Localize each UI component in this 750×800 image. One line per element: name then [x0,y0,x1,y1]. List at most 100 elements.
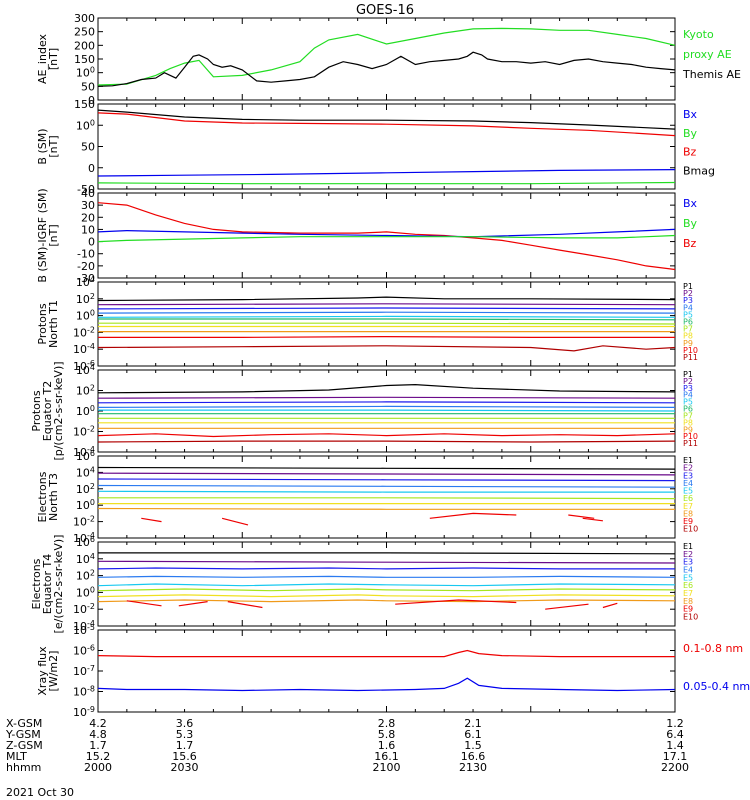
y-tick-label: 10-4 [73,445,95,459]
y-tick-label: 250 [74,26,95,39]
series-line [97,567,675,570]
y-tick-label: 10-6 [73,359,95,373]
series-line [97,401,676,404]
footer-value: 15.6 [172,750,197,763]
legend-entry: E2 [683,550,693,559]
series-line [97,466,676,470]
series-line [98,335,675,338]
footer-value: 2130 [459,761,487,774]
legend-entry: E3 [683,471,693,480]
legend-entry: E10 [683,525,698,534]
series-line [97,383,676,394]
legend-entry: P1 [683,370,693,379]
y-axis-label: B (SM)-IGRF (SM) [36,188,49,282]
y-tick-label: 10-2 [73,325,95,339]
legend-entry: P9 [683,425,693,434]
footer-value: 2.1 [464,717,482,730]
y-axis-label: Equator T4 [41,554,54,614]
y-tick-label: 10-9 [73,705,95,719]
legend-entry: P11 [683,353,698,362]
y-tick-label: 104 [76,275,95,289]
legend-entry: P8 [683,332,693,341]
y-axis-label: North T1 [47,300,60,348]
legend-entry: P10 [683,432,698,441]
y-tick-label: 10-2 [73,515,95,529]
series-line [97,575,676,578]
y-axis-label: [nT] [47,135,60,157]
footer-row-label: Z-GSM [6,739,43,752]
panel-8: 10-9 10-8 10-7 10-6 10-5 Xray flux[W/m2] 0.1-0… [36,623,750,719]
series-line [141,517,162,523]
legend-entry: P2 [683,377,693,386]
legend-entry: E9 [683,605,693,614]
y-tick-label: 10 [81,223,95,236]
footer-value: 1.2 [666,717,684,730]
y-tick-label: 100 [76,66,95,80]
legend-entry: E3 [683,558,693,567]
y-axis-label: [p/(cm2-s-sr-keV)] [52,361,65,460]
legend-entry: Bz [683,146,697,159]
legend-entry: P5 [683,398,693,407]
series-line [97,315,676,318]
footer-value: 16.1 [374,750,399,763]
y-tick-label: 102 [76,384,95,398]
series-line [97,345,676,352]
panel-frame [97,629,676,713]
series-line [97,181,676,185]
series-line [97,478,676,482]
footer-value: 1.7 [89,739,107,752]
series-line [568,514,595,519]
series-line [97,311,676,314]
legend-entry: E1 [683,456,693,465]
footer-row-label: Y-GSM [5,728,41,741]
series-line [602,602,618,609]
legend-entry: P5 [683,310,693,319]
legend-entry: Themis AE [682,68,741,81]
y-tick-label: 100 [76,309,95,323]
y-tick-label: 100 [76,118,95,132]
y-tick-label: 100 [76,585,95,599]
series-line [98,322,676,325]
panel-2: -50 0 50 100 150 B (SM)[nT] Bx By Bz Bmag [36,98,715,196]
series-line [97,433,676,438]
footer-value: 1.4 [666,739,684,752]
footer-value: 15.2 [86,750,111,763]
series-line [98,318,676,321]
series-line [97,234,676,243]
series-line [126,600,162,607]
legend-entry: Bx [683,197,698,210]
series-line [97,677,676,692]
series-line [97,560,676,564]
series-line [97,303,676,306]
legend-entry: P10 [683,346,698,355]
footer-value: 4.2 [89,717,107,730]
series-line [221,517,249,526]
series-line [97,202,676,271]
y-tick-label: 10-4 [73,342,95,356]
series-line [97,599,676,603]
y-tick-label: 10-2 [73,602,95,616]
footer-value: 2030 [171,761,199,774]
legend-entry: 0.05-0.4 nm [683,680,750,693]
legend-entry: By [683,127,698,140]
y-tick-label: 104 [76,552,95,566]
y-tick-label: 10-8 [73,685,95,699]
series-line [97,51,676,87]
y-tick-label: 0 [88,162,95,175]
series-line [97,588,676,592]
footer-value: 5.8 [378,728,396,741]
series-line [97,169,676,177]
y-tick-label: -20 [77,260,95,273]
legend-entry: P4 [683,303,693,312]
legend-entry: E1 [683,542,693,551]
legend-entry: E8 [683,509,693,518]
legend-entry: P7 [683,412,693,421]
series-line [97,405,676,408]
legend-entry: E4 [683,566,693,575]
y-axis-label: Electrons [36,471,49,522]
series-line [178,601,208,607]
legend-entry: E9 [683,517,693,526]
footer-value: 6.4 [666,728,684,741]
y-tick-label: 10-7 [73,664,95,678]
